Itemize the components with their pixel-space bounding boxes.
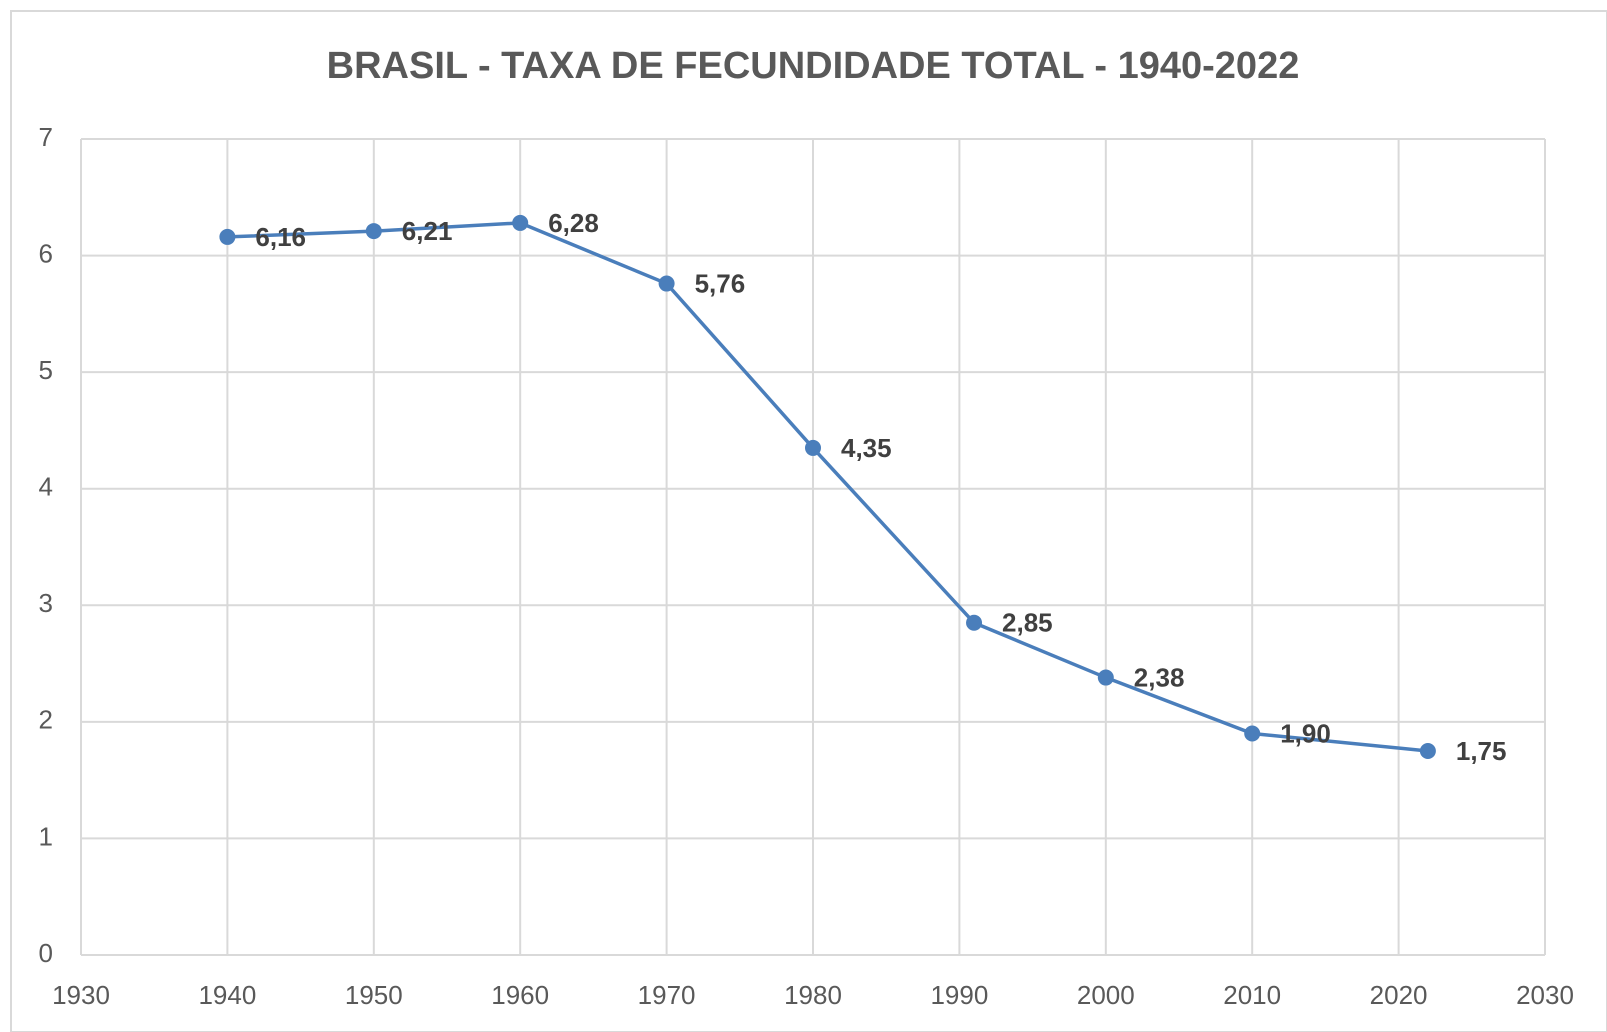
data-point	[1419, 743, 1436, 759]
data-point	[1244, 725, 1261, 742]
y-tick-label: 2	[39, 705, 53, 735]
data-label: 1,90	[1280, 718, 1331, 748]
data-point	[966, 614, 983, 631]
x-tick-label: 1970	[638, 980, 696, 1010]
data-point	[219, 228, 236, 245]
data-point	[658, 275, 675, 292]
x-tick-label: 2030	[1516, 980, 1574, 1010]
x-tick-label: 1990	[930, 980, 988, 1010]
y-tick-label: 1	[39, 821, 53, 851]
data-point	[365, 223, 382, 240]
x-tick-label: 1930	[52, 980, 110, 1010]
x-tick-label: 2020	[1370, 980, 1428, 1010]
x-tick-label: 2010	[1223, 980, 1281, 1010]
data-label: 2,85	[1002, 608, 1053, 638]
chart-frame	[10, 10, 1607, 1032]
data-label: 2,38	[1134, 662, 1185, 692]
y-tick-label: 7	[39, 122, 53, 152]
y-tick-label: 6	[39, 238, 53, 268]
data-label: 1,75	[1456, 736, 1507, 766]
data-label: 5,76	[695, 268, 746, 298]
data-point	[805, 439, 821, 456]
data-label: 6,21	[402, 216, 453, 246]
chart-title: BRASIL - TAXA DE FECUNDIDADE TOTAL - 194…	[327, 45, 1300, 87]
y-tick-label: 0	[39, 938, 53, 968]
data-point	[1097, 669, 1114, 686]
data-label: 6,16	[255, 222, 306, 252]
x-tick-label: 2000	[1077, 980, 1135, 1010]
y-tick-label: 4	[39, 472, 53, 502]
x-tick-label: 1960	[491, 980, 549, 1010]
x-tick-label: 1950	[345, 980, 403, 1010]
data-label: 4,35	[841, 433, 892, 463]
data-point	[512, 214, 529, 231]
y-tick-label: 5	[39, 355, 53, 385]
x-tick-label: 1940	[198, 980, 256, 1010]
x-tick-label: 1980	[784, 980, 842, 1010]
y-tick-label: 3	[39, 588, 53, 618]
data-label: 6,28	[548, 208, 599, 238]
